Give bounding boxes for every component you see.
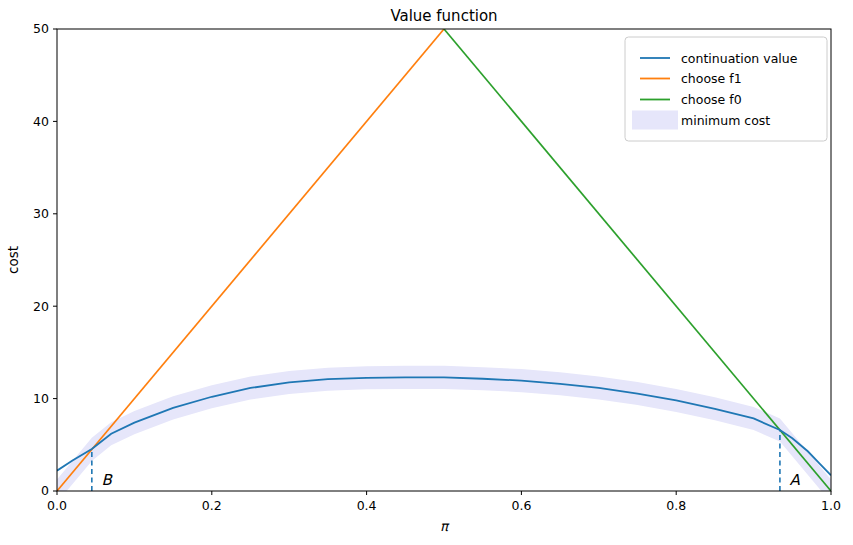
y-tick-label: 10: [33, 391, 49, 406]
legend-label-minimum-cost: minimum cost: [681, 113, 770, 128]
y-axis-ticks: 0 10 20 30 40 50: [33, 21, 57, 498]
legend-label-continuation-value: continuation value: [681, 51, 798, 66]
figure: Value function π cost B A 0.00.20.40.60.…: [0, 0, 853, 545]
continuation-value-line: [57, 377, 831, 475]
x-tick-label: 0.2: [202, 498, 222, 513]
chart-title: Value function: [390, 7, 497, 25]
x-tick-label: 0.6: [511, 498, 531, 513]
y-axis-label: cost: [5, 246, 21, 274]
y-tick-label: 40: [33, 114, 49, 129]
threshold-b-label: B: [101, 471, 113, 489]
y-tick-label: 0: [41, 483, 49, 498]
value-function-chart: Value function π cost B A 0.00.20.40.60.…: [0, 0, 853, 545]
x-tick-label: 0.4: [357, 498, 377, 513]
x-tick-label: 1.0: [821, 498, 841, 513]
x-axis-label: π: [440, 518, 450, 534]
choose-f1-line: [57, 29, 444, 491]
minimum-cost-band: [57, 366, 831, 503]
legend-swatch-minimum-cost: [632, 111, 678, 130]
threshold-a-label: A: [789, 471, 800, 489]
x-axis-ticks: 0.0 0.2 0.4 0.6 0.8 1.0: [47, 491, 841, 513]
x-tick-label: 0.0: [47, 498, 67, 513]
y-tick-label: 30: [33, 206, 49, 221]
legend-label-choose-f1: choose f1: [681, 71, 742, 86]
legend-label-choose-f0: choose f0: [681, 92, 742, 107]
y-tick-label: 50: [33, 21, 49, 36]
y-tick-label: 20: [33, 299, 49, 314]
x-tick-label: 0.8: [666, 498, 686, 513]
legend: continuation value choose f1 choose f0 m…: [625, 37, 827, 141]
